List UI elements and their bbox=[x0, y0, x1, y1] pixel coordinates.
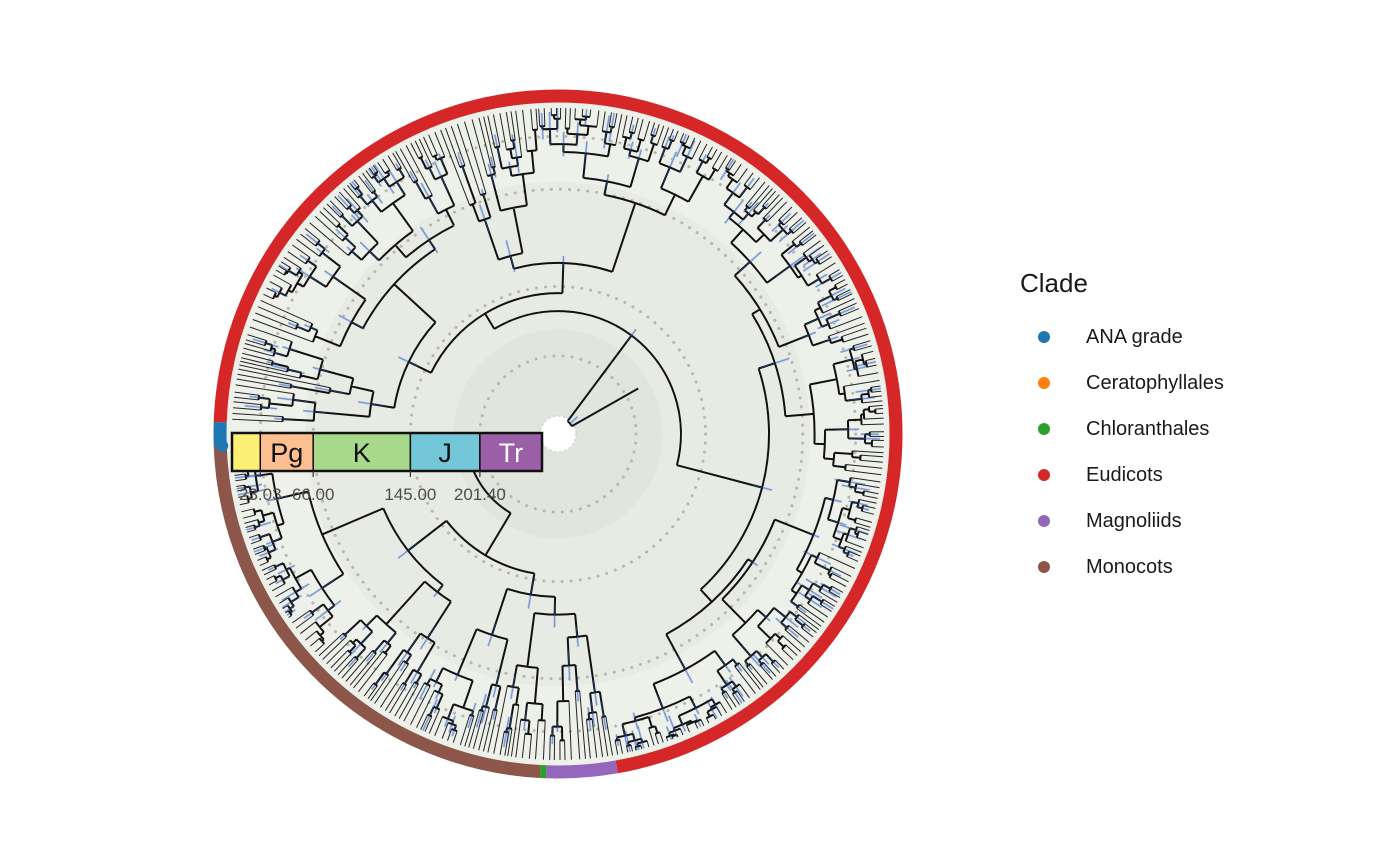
timescale-period bbox=[231, 432, 262, 472]
legend-item: Magnoliids bbox=[1020, 498, 1350, 544]
legend-title: Clade bbox=[1020, 268, 1088, 298]
legend-label: Eudicots bbox=[1086, 463, 1163, 486]
legend-item: Eudicots bbox=[1020, 452, 1350, 498]
legend-items: ANA grade Ceratophyllales Chloranthales … bbox=[1020, 314, 1350, 590]
time-ring bbox=[258, 134, 858, 734]
legend-dot bbox=[1038, 331, 1050, 343]
legend-dot bbox=[1038, 561, 1050, 573]
timescale-period-label: J bbox=[438, 438, 452, 468]
clade-ring-segment bbox=[213, 445, 541, 778]
timescale-frame bbox=[230, 431, 544, 473]
timescale-period bbox=[312, 432, 412, 472]
legend-label: Magnoliids bbox=[1086, 509, 1182, 532]
legend-label: Chloranthales bbox=[1086, 417, 1210, 440]
timescale-tick-label: 23.03 bbox=[239, 485, 282, 504]
timescale-tick-label: 201.40 bbox=[454, 485, 506, 504]
timescale-period-label: Tr bbox=[499, 438, 523, 468]
timescale-period-label: K bbox=[353, 438, 371, 468]
legend-item: Monocots bbox=[1020, 544, 1350, 590]
timescale-tick-label: 66.00 bbox=[292, 485, 335, 504]
timescale-period-label: Pg bbox=[270, 438, 303, 468]
timescale-tick-label: 145.00 bbox=[384, 485, 436, 504]
legend-label: Monocots bbox=[1086, 555, 1173, 578]
clade-tip-dot bbox=[216, 439, 229, 452]
tree-background bbox=[216, 92, 900, 776]
tree-branches bbox=[232, 107, 885, 761]
legend-dot bbox=[1038, 515, 1050, 527]
legend-item: ANA grade bbox=[1020, 314, 1350, 360]
legend-item: Ceratophyllales bbox=[1020, 360, 1350, 406]
legend-item: Chloranthales bbox=[1020, 406, 1350, 452]
clade-ring bbox=[213, 89, 903, 779]
geologic-timescale: Pg K J Tr 23.03 66.00 145.00 201.40 bbox=[230, 431, 544, 504]
time-ring bbox=[311, 187, 805, 681]
legend-dot bbox=[1038, 377, 1050, 389]
legend-label: ANA grade bbox=[1086, 325, 1183, 348]
branch-highlights bbox=[234, 108, 881, 752]
root-hole bbox=[539, 415, 577, 453]
legend-dot bbox=[1038, 469, 1050, 481]
legend-label: Ceratophyllales bbox=[1086, 371, 1224, 394]
clade-ring-segment bbox=[213, 89, 903, 774]
legend: Clade ANA grade Ceratophyllales Chlorant… bbox=[1020, 270, 1350, 590]
legend-dot bbox=[1038, 423, 1050, 435]
clade-ring-segment bbox=[545, 760, 618, 779]
